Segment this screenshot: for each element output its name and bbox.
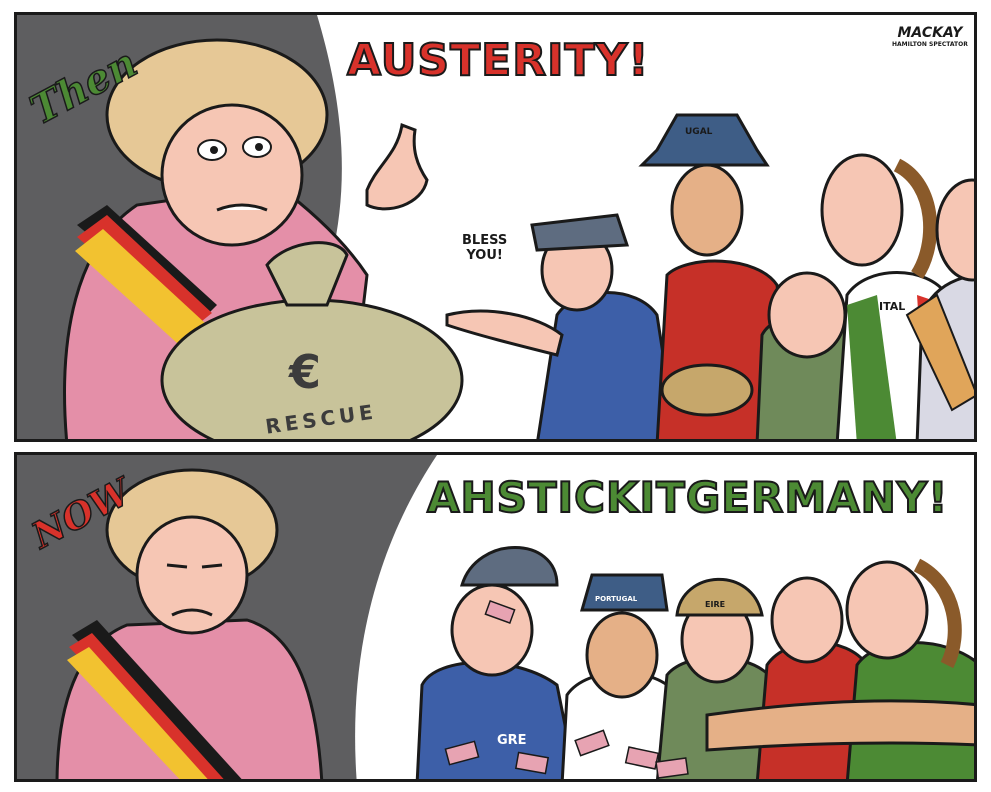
speech-bless-you: BLESS YOU! <box>462 233 507 263</box>
top-panel-artwork <box>63 15 974 439</box>
euro-symbol: € <box>289 345 322 399</box>
crowd-greece <box>536 291 678 439</box>
signature: MACKAY HAMILTON SPECTATOR <box>892 25 968 48</box>
irish-cap <box>660 363 754 417</box>
eire-hat-text: EIRE <box>705 600 726 609</box>
top-panel: Then AUSTERITY! MACKAY HAMILTON SPECTATO… <box>14 12 977 442</box>
signature-publication: HAMILTON SPECTATOR <box>892 41 968 48</box>
speech-line-1: BLESS <box>462 233 508 248</box>
merkel-face-sad <box>135 515 249 635</box>
austerity-headline: AUSTERITY! <box>346 34 650 87</box>
ahstickitgermany-headline: AHSTICKITGERMANY! <box>426 472 949 523</box>
crowd-greece-now <box>415 661 578 779</box>
bottom-panel-artwork <box>55 455 974 779</box>
german-sash-gold <box>75 229 205 343</box>
merkel-raised-hand <box>365 122 429 211</box>
bottom-panel: NOW AHSTICKITGERMANY! GRE PORTUGAL EIRE <box>14 452 977 782</box>
greece-shirt-text: GRE <box>497 733 527 748</box>
signature-name: MACKAY <box>897 25 963 41</box>
portugal-hat-text-now: PORTUGAL <box>595 595 638 603</box>
merkel-face <box>160 103 304 247</box>
portugal-hat-text: UGAL <box>685 127 713 137</box>
italy-shirt-text: ITAL <box>879 300 906 313</box>
euro-banknotes <box>444 600 689 779</box>
grabbing-arms <box>705 699 974 752</box>
sad-sash-gold <box>67 647 208 779</box>
speech-line-2: YOU! <box>466 248 503 263</box>
